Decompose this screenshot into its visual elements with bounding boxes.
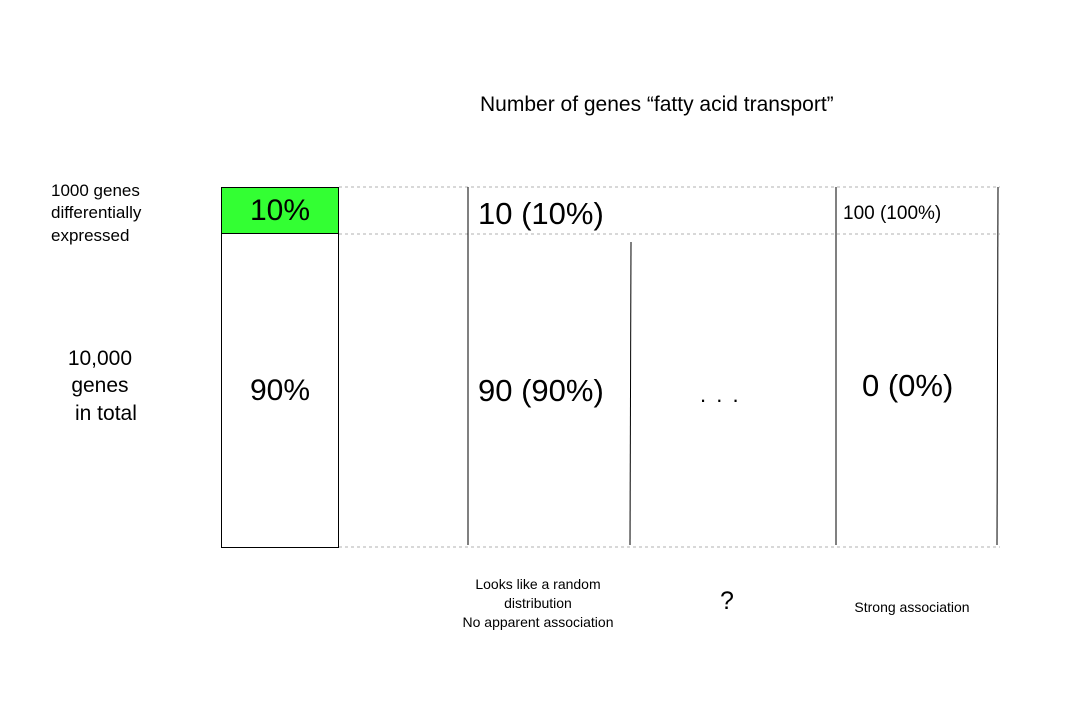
strong-top-value: 100 (100%) <box>843 203 942 224</box>
strong-bottom-value: 0 (0%) <box>862 368 954 403</box>
diagram-title: Number of genes “fatty acid transport” <box>480 93 834 116</box>
col-line-2 <box>629 241 632 546</box>
non-de-fraction-box: 90% <box>221 234 339 548</box>
ellipsis: . . . <box>700 382 741 407</box>
question-mark: ? <box>720 587 734 615</box>
col-line-4 <box>996 186 999 546</box>
de-fraction-box: 10% <box>221 187 339 234</box>
strong-caption: Strong association <box>854 599 970 615</box>
de-genes-label: 1000 genes differentially expressed <box>51 181 142 245</box>
random-caption: Looks like a random distribution No appa… <box>462 576 614 631</box>
total-genes-label: 10,000 genes in total <box>67 347 137 425</box>
random-bottom-value: 90 (90%) <box>478 373 604 408</box>
random-top-value: 10 (10%) <box>478 196 604 231</box>
